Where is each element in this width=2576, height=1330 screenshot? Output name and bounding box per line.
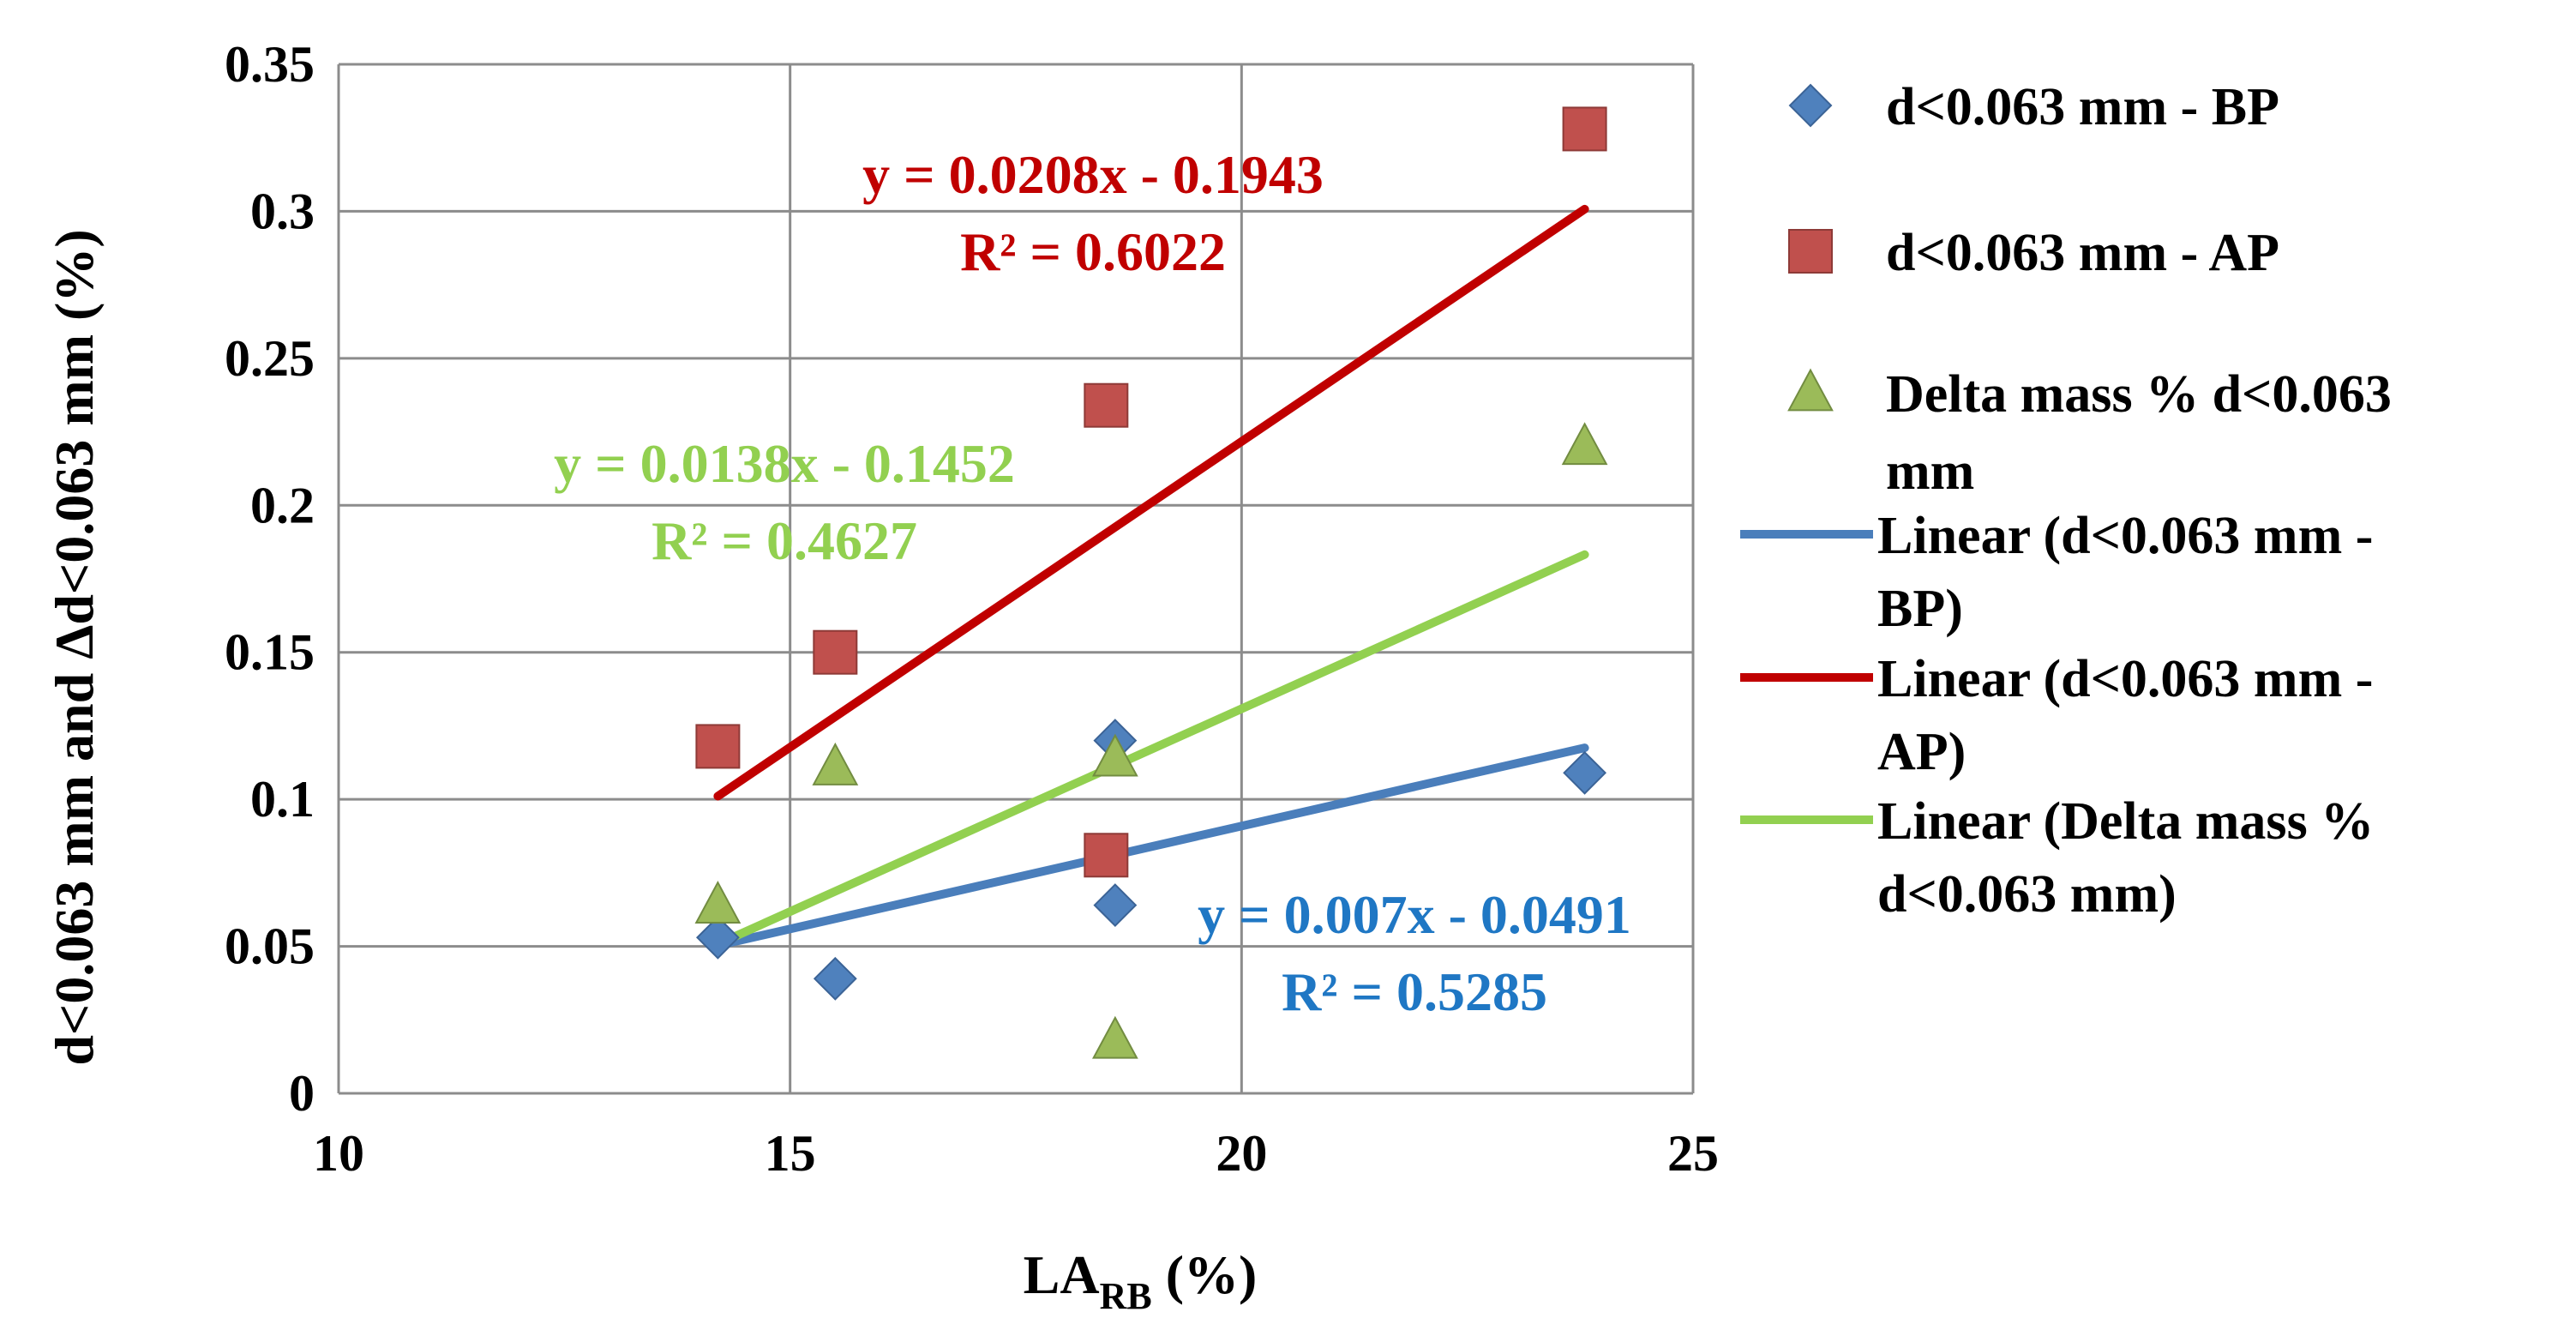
marker-ap-4 bbox=[1562, 106, 1607, 152]
legend-label-ap-0: d<0.063 mm - AP bbox=[1886, 224, 2279, 282]
legend-label-linear-delta-1: d<0.063 mm) bbox=[1877, 865, 2177, 924]
trend-label-delta-r2: R² = 0.4627 bbox=[652, 510, 917, 571]
legend-symbol-ap bbox=[1788, 229, 1833, 274]
grid-lines bbox=[337, 63, 1695, 1095]
trendline-ap bbox=[713, 204, 1589, 801]
marker-ap-2 bbox=[1084, 382, 1129, 428]
marker-delta-0 bbox=[694, 881, 742, 924]
marker-delta-2 bbox=[1091, 733, 1138, 777]
legend: d<0.063 mm - BP d<0.063 mm - AP Delta mass… bbox=[1740, 78, 2392, 924]
trendline-bp bbox=[713, 743, 1589, 950]
legend-label-linear-ap-1: AP) bbox=[1877, 723, 1966, 781]
legend-label-linear-bp-1: BP) bbox=[1877, 580, 1963, 638]
legend-symbol-bp bbox=[1788, 83, 1833, 128]
x-axis-title-sub: RB bbox=[1100, 1275, 1152, 1317]
y-tick-label-7: 0.35 bbox=[225, 36, 315, 93]
legend-label-linear-ap-0: Linear (d<0.063 mm - bbox=[1877, 650, 2373, 708]
marker-delta-1 bbox=[812, 742, 859, 785]
y-tick-label-1: 0.05 bbox=[225, 918, 315, 975]
marker-bp-4 bbox=[1563, 750, 1607, 795]
y-tick-label-2: 0.1 bbox=[250, 771, 315, 827]
y-tick-label-4: 0.2 bbox=[250, 477, 315, 533]
legend-label-linear-delta-0: Linear (Delta mass % bbox=[1877, 792, 2374, 851]
legend-label-bp-0: d<0.063 mm - BP bbox=[1886, 78, 2279, 136]
legend-symbol-delta bbox=[1787, 368, 1834, 412]
trend-label-delta-equation: y = 0.0138x - 0.1452 bbox=[554, 433, 1015, 494]
y-tick-label-5: 0.25 bbox=[225, 330, 315, 387]
y-axis-title: d<0.063 mm and Δd<0.063 mm (%) bbox=[44, 229, 105, 1065]
x-tick-label-0: 10 bbox=[313, 1125, 364, 1182]
x-axis-title-main: LA bbox=[1024, 1244, 1100, 1305]
trend-label-bp-equation: y = 0.007x - 0.0491 bbox=[1198, 884, 1631, 945]
trend-label-ap-equation: y = 0.0208x - 0.1943 bbox=[862, 144, 1324, 205]
marker-ap-3 bbox=[1084, 833, 1129, 878]
marker-bp-3 bbox=[1093, 883, 1138, 927]
marker-ap-1 bbox=[813, 629, 858, 675]
y-tick-label-3: 0.15 bbox=[225, 624, 315, 681]
data-markers bbox=[694, 106, 1608, 1059]
legend-label-linear-bp-0: Linear (d<0.063 mm - bbox=[1877, 507, 2373, 565]
x-tick-label-1: 15 bbox=[765, 1125, 816, 1182]
x-axis-title: LARB (%) bbox=[1024, 1244, 1258, 1317]
marker-delta-3 bbox=[1091, 1015, 1138, 1059]
legend-label-delta-1: mm bbox=[1886, 442, 1974, 501]
trend-equation-labels: y = 0.0208x - 0.1943 R² = 0.6022 y = 0.0… bbox=[554, 144, 1631, 1022]
x-tick-label-2: 20 bbox=[1216, 1125, 1267, 1182]
marker-bp-1 bbox=[813, 956, 857, 1001]
legend-label-delta-0: Delta mass % d<0.063 bbox=[1886, 365, 2392, 424]
trend-label-bp-r2: R² = 0.5285 bbox=[1282, 961, 1547, 1022]
x-tick-label-3: 25 bbox=[1667, 1125, 1719, 1182]
trend-label-ap-r2: R² = 0.6022 bbox=[960, 221, 1226, 282]
x-axis-title-suffix: (%) bbox=[1152, 1244, 1258, 1305]
marker-ap-0 bbox=[695, 724, 741, 769]
tick-labels: 0 0.05 0.1 0.15 0.2 0.25 0.3 0.35 10 15 20 25 bbox=[225, 36, 1719, 1182]
marker-bp-0 bbox=[695, 915, 740, 960]
trendline-delta bbox=[713, 550, 1589, 948]
marker-delta-4 bbox=[1561, 422, 1608, 466]
trend-lines bbox=[713, 204, 1589, 950]
y-tick-label-6: 0.3 bbox=[250, 183, 315, 239]
y-tick-label-0: 0 bbox=[289, 1065, 315, 1122]
